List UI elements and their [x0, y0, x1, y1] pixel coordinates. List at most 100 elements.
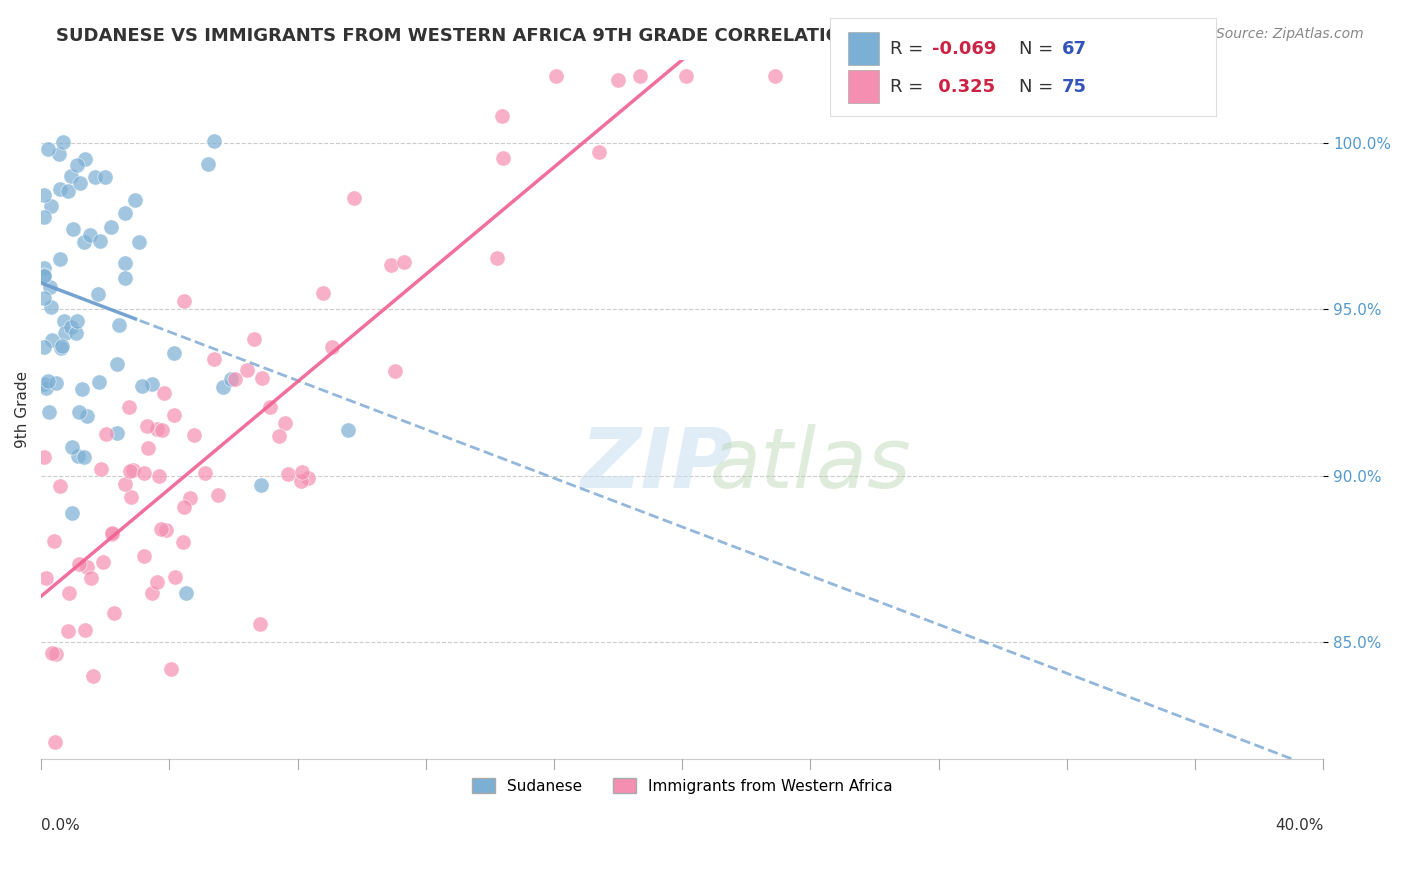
Point — [51, 339, 73, 353]
Point — [69, 405, 91, 419]
Point — [249, 617, 271, 632]
Point — [763, 69, 786, 83]
Point — [34, 377, 56, 392]
Point — [48, 146, 70, 161]
Point — [34, 292, 56, 306]
Point — [59, 169, 82, 184]
Point — [76, 409, 98, 424]
Point — [39, 199, 62, 213]
Point — [56, 184, 79, 198]
Point — [34, 340, 56, 354]
Point — [120, 464, 142, 478]
Point — [44, 534, 66, 549]
Point — [89, 376, 111, 390]
Point — [34, 210, 56, 224]
Point — [148, 469, 170, 483]
Point — [44, 376, 66, 390]
Point — [70, 382, 93, 396]
Point — [259, 400, 281, 414]
Point — [173, 293, 195, 308]
Point — [160, 662, 183, 676]
Point — [56, 624, 79, 638]
Point — [114, 256, 136, 270]
Point — [114, 206, 136, 220]
Point — [267, 429, 290, 443]
Point — [86, 286, 108, 301]
Point — [103, 607, 125, 621]
Point — [38, 280, 60, 294]
Point — [35, 571, 58, 585]
Point — [44, 734, 66, 748]
Point — [34, 268, 56, 282]
Text: 0.0%: 0.0% — [41, 819, 80, 833]
Text: 0.325: 0.325 — [932, 78, 995, 95]
Point — [207, 488, 229, 502]
Point — [321, 340, 343, 354]
Point — [37, 374, 59, 388]
Point — [67, 558, 90, 572]
Point — [343, 191, 366, 205]
Point — [89, 234, 111, 248]
Point — [90, 462, 112, 476]
Point — [41, 333, 63, 347]
Point — [41, 646, 63, 660]
Point — [45, 648, 67, 662]
Point — [53, 314, 76, 328]
Point — [174, 586, 197, 600]
Point — [544, 69, 567, 83]
Point — [122, 463, 145, 477]
Text: SUDANESE VS IMMIGRANTS FROM WESTERN AFRICA 9TH GRADE CORRELATION CHART: SUDANESE VS IMMIGRANTS FROM WESTERN AFRI… — [56, 27, 929, 45]
Point — [79, 228, 101, 243]
Point — [132, 549, 155, 564]
Point — [219, 372, 242, 386]
Point — [34, 450, 56, 464]
Point — [172, 535, 194, 549]
Point — [242, 332, 264, 346]
Point — [297, 470, 319, 484]
Point — [101, 526, 124, 541]
Point — [49, 181, 72, 195]
Point — [250, 478, 273, 492]
Point — [134, 466, 156, 480]
Point — [588, 145, 610, 160]
Point — [101, 527, 124, 541]
Point — [124, 193, 146, 207]
Point — [114, 476, 136, 491]
Text: ZIP: ZIP — [581, 425, 733, 506]
Point — [250, 371, 273, 385]
Point — [118, 401, 141, 415]
Point — [34, 260, 56, 275]
Point — [39, 300, 62, 314]
Point — [105, 425, 128, 440]
Point — [152, 423, 174, 437]
Point — [492, 151, 515, 165]
Point — [51, 136, 73, 150]
Point — [38, 404, 60, 418]
Point — [49, 341, 72, 355]
Point — [76, 560, 98, 574]
Text: R =: R = — [890, 78, 929, 95]
Point — [290, 465, 312, 479]
Point — [60, 506, 83, 520]
Point — [163, 345, 186, 359]
Point — [58, 586, 80, 600]
Point — [53, 326, 76, 341]
Point — [606, 73, 628, 87]
Point — [202, 352, 225, 367]
Point — [485, 251, 508, 265]
Point — [83, 169, 105, 184]
Point — [69, 176, 91, 190]
Point — [66, 158, 89, 172]
Point — [311, 285, 333, 300]
Point — [202, 134, 225, 148]
Point — [120, 490, 142, 504]
Point — [72, 235, 94, 249]
Text: atlas: atlas — [710, 425, 911, 506]
Y-axis label: 9th Grade: 9th Grade — [15, 370, 30, 448]
Point — [211, 380, 233, 394]
Text: Source: ZipAtlas.com: Source: ZipAtlas.com — [1216, 27, 1364, 41]
Point — [94, 169, 117, 184]
Point — [135, 419, 157, 434]
Point — [675, 69, 697, 83]
Point — [194, 466, 217, 480]
